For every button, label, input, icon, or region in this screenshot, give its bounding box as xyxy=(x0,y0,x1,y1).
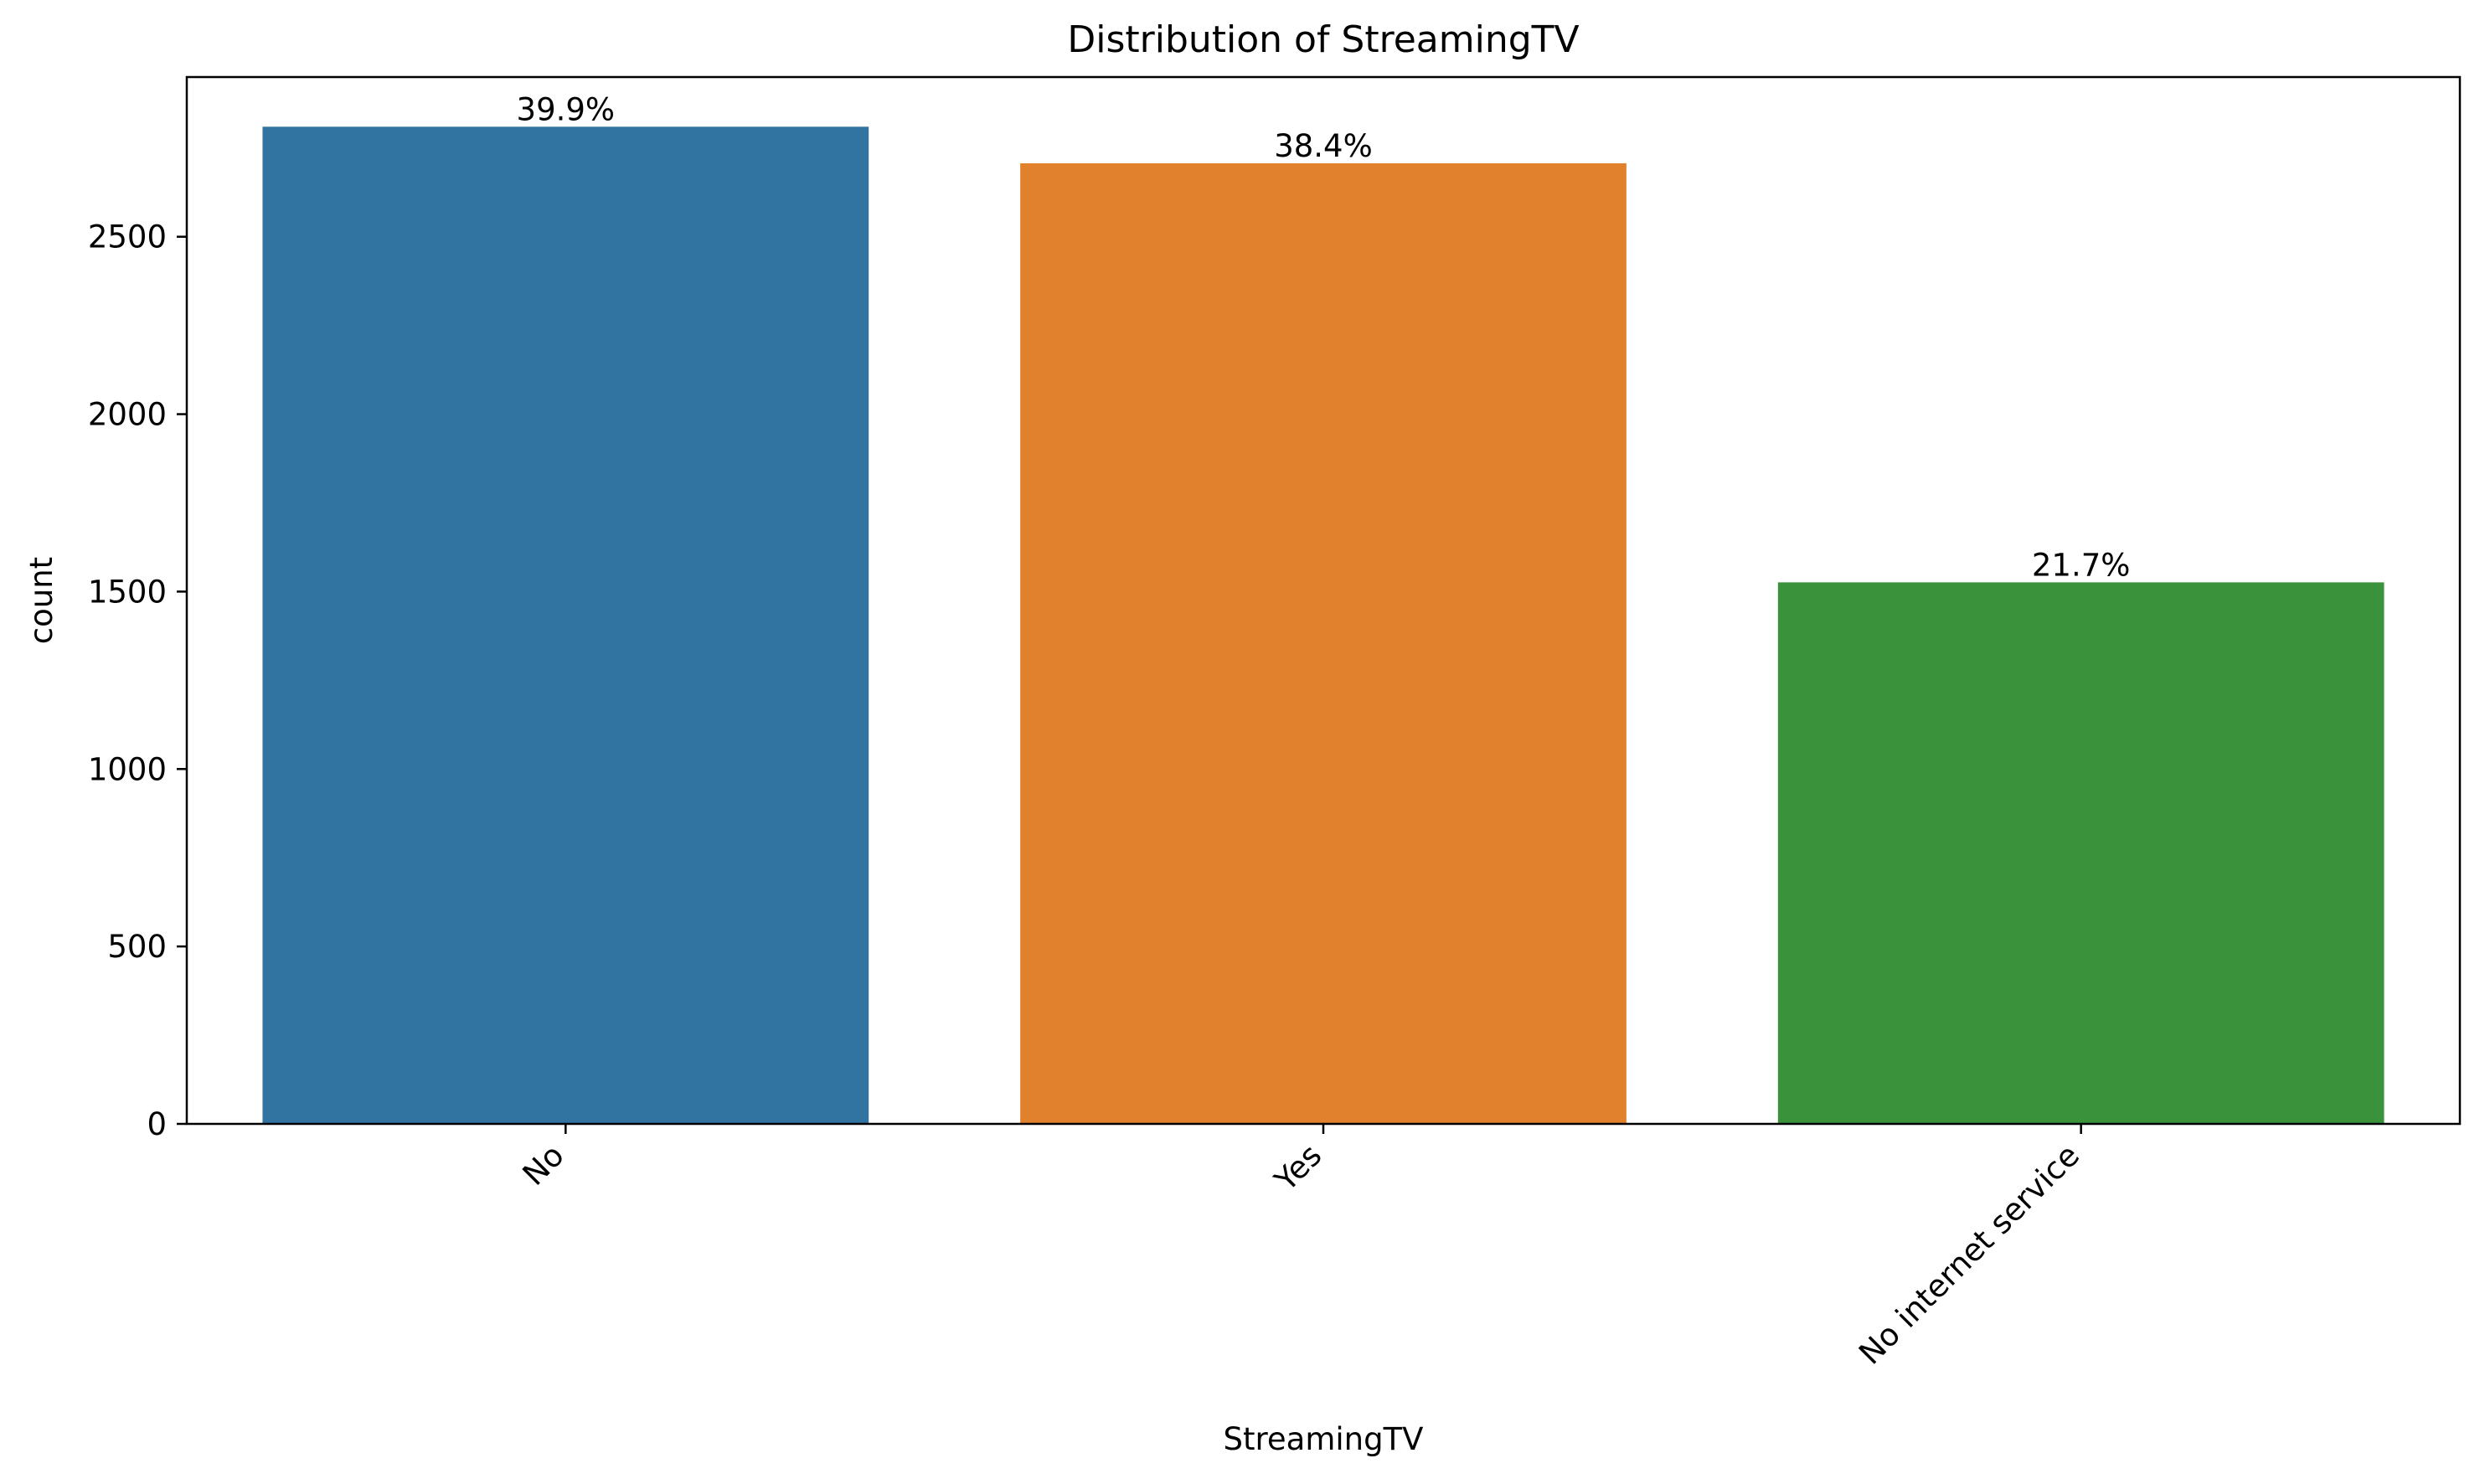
chart-title: Distribution of StreamingTV xyxy=(1067,18,1579,61)
y-tick-label: 0 xyxy=(147,1106,167,1142)
y-tick-label: 1000 xyxy=(88,751,167,787)
bar-1 xyxy=(1020,162,1627,1125)
y-tick-label: 1500 xyxy=(88,574,167,610)
bar-2 xyxy=(1777,582,2384,1124)
y-tick-label: 2500 xyxy=(88,219,167,255)
y-tick-label: 2000 xyxy=(88,397,167,433)
plot-frame xyxy=(185,75,2462,1126)
bar-value-label: 39.9% xyxy=(517,91,616,127)
x-axis-label: StreamingTV xyxy=(1223,1421,1423,1457)
y-tick-label: 500 xyxy=(107,929,167,965)
bar-labels-layer: 39.9% 38.4% 21.7% xyxy=(517,91,2131,583)
bars-layer xyxy=(262,126,2384,1125)
bar-value-label: 21.7% xyxy=(2032,547,2131,583)
bar-0 xyxy=(262,126,869,1125)
y-axis-label: count xyxy=(23,557,59,644)
y-axis-ticks: 0 500 1000 1500 2000 2500 xyxy=(88,219,187,1142)
bar-value-label: 38.4% xyxy=(1274,128,1373,164)
